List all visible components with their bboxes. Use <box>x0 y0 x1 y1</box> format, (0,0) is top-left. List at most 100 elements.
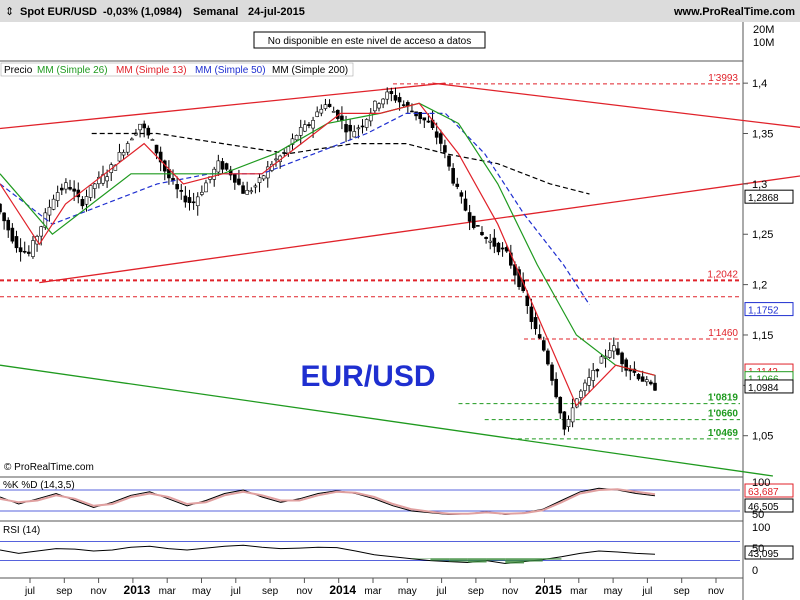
stoch-tick: 50 <box>752 509 764 521</box>
candle-body <box>443 145 447 153</box>
candle-body <box>381 98 385 105</box>
candle-body <box>591 370 596 381</box>
candle-body <box>51 198 56 210</box>
candle-body <box>385 91 390 100</box>
sma50-line <box>0 112 591 306</box>
candle-body <box>14 236 19 249</box>
legend-sma26: MM (Simple 26) <box>37 65 108 76</box>
level-label: 1'0660 <box>708 409 739 420</box>
candle-body <box>476 225 480 227</box>
candle-body <box>294 135 299 141</box>
candle-body <box>352 131 357 138</box>
candle-body <box>253 185 258 188</box>
candle-body <box>92 183 97 189</box>
price-candles <box>0 87 657 436</box>
period-label: Semanal <box>193 6 238 18</box>
rsi-oversold-fill <box>486 558 506 561</box>
candle-body <box>558 396 563 414</box>
candle-body <box>0 203 2 213</box>
x-tick-label: jul <box>436 586 447 597</box>
candle-body <box>72 188 76 192</box>
y-tick-label: 1,35 <box>752 129 773 141</box>
candle-body <box>377 103 381 109</box>
site-url[interactable]: www.ProRealTime.com <box>673 6 795 18</box>
x-tick-label: nov <box>708 586 724 597</box>
candle-body <box>27 251 31 254</box>
horizontal-levels: 1'3993 1,2042 1'1460 1'0819 1'0660 1'0469 <box>0 73 740 440</box>
candle-body <box>233 174 237 183</box>
rsi-label: RSI (14) <box>3 525 40 536</box>
candle-body <box>368 112 373 122</box>
price-axis: 1,41,351,31,251,21,151,11,051,28681,1752… <box>743 78 794 443</box>
rsi-oversold-fill <box>505 558 524 564</box>
x-tick-label: nov <box>296 586 312 597</box>
candle-body <box>583 382 587 391</box>
candle-body <box>500 247 505 250</box>
candle-body <box>22 250 27 253</box>
level-label: 1'3993 <box>708 73 738 84</box>
candle-body <box>459 192 464 197</box>
rsi-oversold-fill <box>449 558 468 562</box>
candle-body <box>150 139 155 141</box>
candle-body <box>640 376 645 382</box>
candle-body <box>393 95 398 101</box>
candle-body <box>599 356 604 364</box>
stoch-label: %K %D (14,3,5) <box>3 480 75 491</box>
candle-body <box>447 155 451 167</box>
price-flag-label: 1,2868 <box>748 193 779 204</box>
candle-body <box>241 185 245 194</box>
candle-body <box>624 359 628 371</box>
price-flag <box>744 379 794 394</box>
candle-body <box>298 127 303 136</box>
x-tick-label: sep <box>262 586 279 597</box>
trend-lines <box>0 82 800 477</box>
candle-body <box>84 196 89 205</box>
candle-body <box>18 247 23 253</box>
candle-body <box>183 195 188 203</box>
rsi-oversold-fill <box>542 558 562 560</box>
stoch-label-box <box>1 479 85 490</box>
candle-body <box>488 240 493 243</box>
legend-box <box>0 62 354 77</box>
candle-body <box>327 103 332 108</box>
level-label: 1'1460 <box>708 328 738 339</box>
candle-body <box>401 104 406 106</box>
legend-sma200: MM (Simple 200) <box>272 65 348 76</box>
candle-body <box>331 110 336 113</box>
y-tick-label: 1,05 <box>752 431 773 443</box>
candle-body <box>644 379 649 383</box>
candle-body <box>529 306 534 322</box>
price-flag <box>744 302 794 317</box>
candle-body <box>636 374 641 380</box>
price-flag-label: 1,1752 <box>748 306 779 317</box>
level-label: 1'0469 <box>708 428 739 439</box>
candle-body <box>105 176 109 182</box>
candle-body <box>364 119 369 128</box>
indicator-line <box>0 488 656 515</box>
candle-body <box>525 295 530 306</box>
candle-body <box>649 381 653 385</box>
candle-body <box>200 191 204 195</box>
candle-body <box>121 152 126 156</box>
candle-body <box>422 117 427 121</box>
candle-body <box>554 378 558 398</box>
stoch-tick: 100 <box>752 477 770 489</box>
candle-body <box>550 364 554 381</box>
sma13-line <box>0 102 656 407</box>
rsi-tick: 0 <box>752 565 758 577</box>
time-axis: jul sep nov 2013 mar may jul sep nov 2014 mar may ju… <box>24 578 724 597</box>
y-tick-label: 1,2 <box>752 280 767 292</box>
candle-body <box>195 196 200 207</box>
candle-body <box>315 111 320 117</box>
x-tick-label: sep <box>468 586 485 597</box>
price-flag <box>744 189 794 204</box>
instrument-title: Spot EUR/USD <box>20 6 97 18</box>
candle-body <box>2 212 6 222</box>
candle-body <box>389 91 394 95</box>
candle-body <box>130 138 134 141</box>
candle-body <box>80 199 85 207</box>
candle-body <box>620 352 624 365</box>
x-tick-label: nov <box>91 586 107 597</box>
x-tick-label: 2014 <box>329 583 356 597</box>
